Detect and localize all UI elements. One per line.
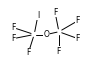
Text: F: F bbox=[76, 34, 80, 43]
Text: F: F bbox=[11, 34, 15, 43]
Text: F: F bbox=[11, 23, 15, 32]
Text: O: O bbox=[44, 30, 49, 39]
Text: I: I bbox=[37, 11, 39, 20]
Text: F: F bbox=[26, 48, 31, 57]
Text: F: F bbox=[57, 47, 61, 56]
Text: F: F bbox=[53, 8, 57, 17]
Text: F: F bbox=[76, 16, 80, 25]
